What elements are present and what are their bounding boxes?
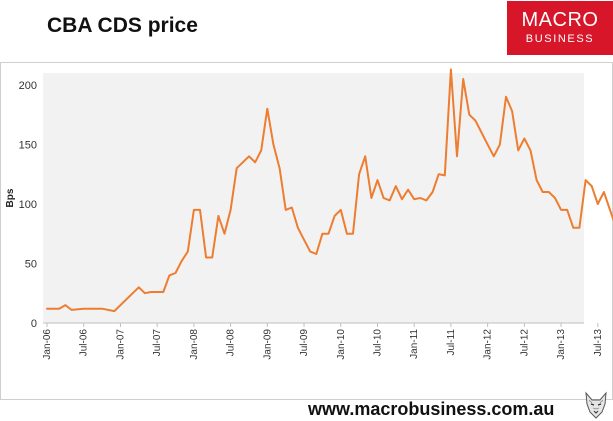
logo-line-1: MACRO [521, 9, 599, 31]
x-tick-label: Jan-12 [483, 329, 494, 360]
x-tick-label: Jan-06 [42, 329, 53, 360]
y-tick-label: 150 [19, 139, 37, 151]
x-tick-label: Jan-13 [556, 329, 567, 360]
x-tick-label: Jan-09 [262, 329, 273, 360]
page-title: CBA CDS price [47, 14, 198, 37]
x-tick-label: Jan-11 [409, 329, 420, 359]
y-tick-label: 0 [31, 318, 37, 330]
chart-container: Bps 0 50 100 150 200 Jan-06 Jul-06 Jan-07 Jul-07 J… [0, 62, 613, 400]
wolf-logo-icon [585, 391, 607, 419]
x-tick-label: Jul-07 [152, 329, 163, 357]
x-tick-label: Jul-08 [226, 329, 237, 357]
plot-area [43, 73, 584, 323]
x-tick-label: Jul-11 [446, 329, 457, 356]
cds-price-series-line [46, 68, 613, 313]
line-chart: Bps 0 50 100 150 200 Jan-06 Jul-06 Jan-07 Jul-07 J… [5, 68, 613, 360]
x-tick-label: Jul-06 [79, 329, 90, 357]
x-tick-label: Jan-08 [189, 329, 200, 360]
y-tick-label: 100 [19, 199, 37, 211]
logo-line-2: BUSINESS [525, 33, 595, 45]
macrobusiness-logo[interactable]: MACRO BUSINESS [507, 1, 613, 55]
x-tick-label: Jul-10 [372, 329, 383, 357]
x-tick-label: Jan-07 [115, 329, 126, 360]
y-tick-label: 50 [25, 258, 37, 270]
x-tick-label: Jan-10 [336, 329, 347, 360]
x-tick-label: Jul-13 [593, 329, 604, 357]
x-tick-label: Jul-12 [519, 329, 530, 357]
x-tick-label: Jul-09 [299, 329, 310, 357]
y-axis-title: Bps [5, 188, 16, 207]
footer-website-link[interactable]: www.macrobusiness.com.au [308, 399, 555, 419]
y-tick-label: 200 [19, 80, 37, 92]
